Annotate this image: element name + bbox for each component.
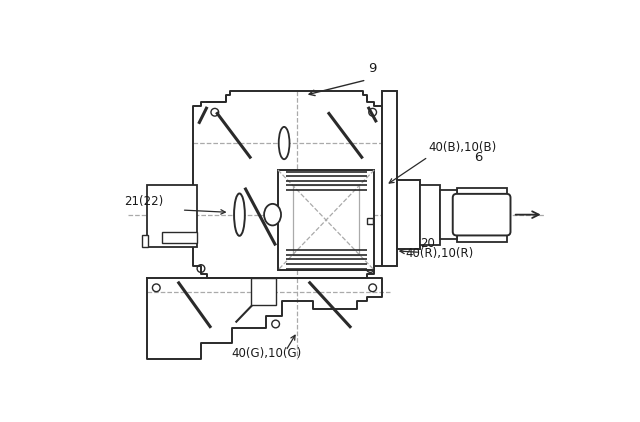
Ellipse shape	[279, 127, 289, 159]
Polygon shape	[193, 91, 382, 278]
Ellipse shape	[234, 193, 245, 236]
Bar	[456, 198, 507, 232]
Bar	[163, 233, 197, 243]
Text: 21(22): 21(22)	[124, 195, 163, 208]
Ellipse shape	[264, 204, 281, 225]
Text: 40(G),10(G): 40(G),10(G)	[231, 347, 301, 360]
Text: 20: 20	[420, 237, 435, 250]
FancyBboxPatch shape	[452, 194, 511, 235]
Bar	[293, 185, 359, 255]
Bar	[251, 278, 276, 305]
Text: 6: 6	[474, 151, 483, 164]
Text: 9: 9	[369, 62, 377, 75]
Text: 40(B),10(B): 40(B),10(B)	[428, 141, 497, 154]
Bar	[382, 91, 397, 266]
Bar	[456, 188, 507, 242]
Text: 40(R),10(R): 40(R),10(R)	[405, 247, 473, 260]
Bar	[278, 170, 374, 270]
Bar	[367, 218, 372, 224]
Polygon shape	[147, 278, 382, 359]
Bar	[147, 185, 197, 247]
Bar	[397, 180, 420, 249]
Bar	[420, 184, 440, 245]
Bar	[440, 190, 456, 239]
Bar	[141, 235, 148, 247]
